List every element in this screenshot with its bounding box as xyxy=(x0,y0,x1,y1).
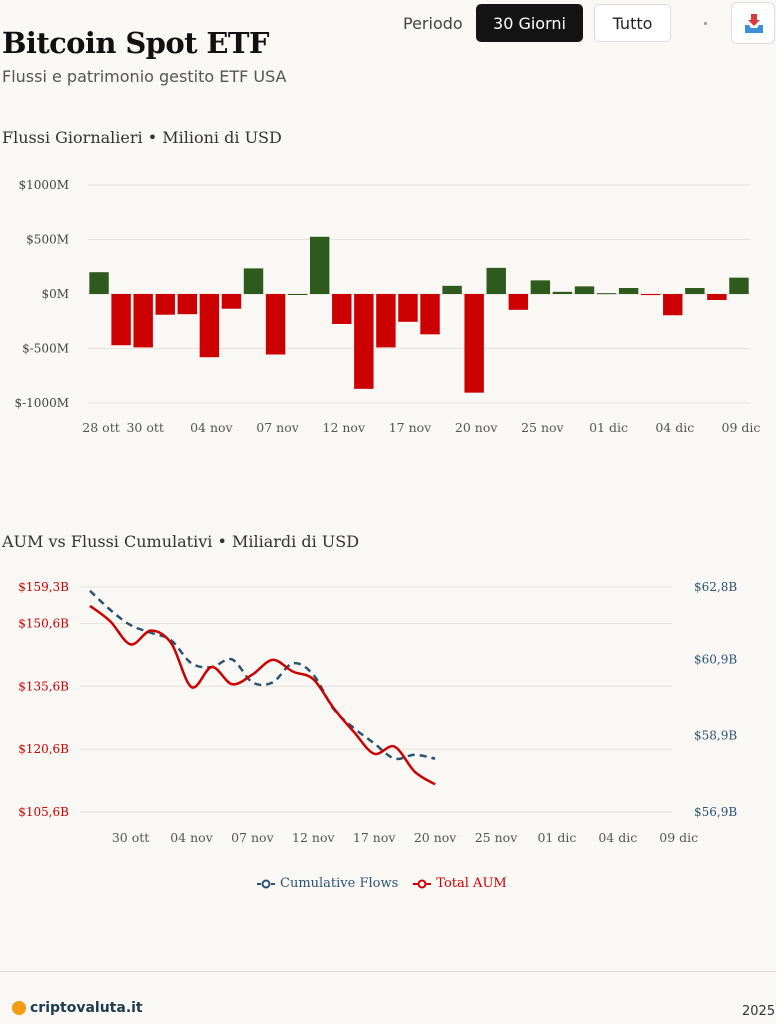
flow-bar xyxy=(265,294,286,355)
bar-ytick-label: $-500M xyxy=(22,342,69,356)
bar-ytick-label: $-1000M xyxy=(14,396,69,410)
flow-bar xyxy=(442,285,462,294)
flow-bar xyxy=(729,277,749,294)
footer-year: 2025 xyxy=(742,1004,776,1019)
line-xtick-label: 09 dic xyxy=(659,830,698,845)
bar-xtick-label: 07 nov xyxy=(256,420,299,435)
line-xtick-label: 01 dic xyxy=(537,830,576,845)
download-button[interactable] xyxy=(731,2,775,44)
legend-aum-label: Total AUM xyxy=(436,876,507,891)
period-30-days-button[interactable]: 30 Giorni xyxy=(476,4,583,42)
bar-xtick-label: 04 dic xyxy=(655,420,694,435)
bar-xtick-label: 09 dic xyxy=(722,420,761,435)
bar-xtick-label: 25 nov xyxy=(521,420,564,435)
left-ytick-label: $120,6B xyxy=(18,742,69,756)
line-xtick-label: 07 nov xyxy=(231,830,274,845)
flow-bar xyxy=(398,294,418,322)
flow-bar xyxy=(574,286,595,294)
brand-name: criptovaluta.it xyxy=(30,1000,143,1016)
aum-flows-title: AUM vs Flussi Cumulativi • Miliardi di U… xyxy=(2,532,360,551)
line-xtick-label: 30 ott xyxy=(112,830,149,845)
flow-bar xyxy=(111,294,131,346)
flow-bar xyxy=(221,294,242,309)
flow-bar xyxy=(486,267,506,294)
flow-bar xyxy=(640,294,661,296)
bar-ytick-label: $1000M xyxy=(19,178,69,192)
flow-bar xyxy=(530,280,551,294)
flow-bar xyxy=(354,294,374,389)
flow-bar xyxy=(685,288,705,294)
page-subtitle: Flussi e patrimonio gestito ETF USA xyxy=(2,67,287,86)
flow-bar xyxy=(596,293,617,295)
bar-ytick-label: $500M xyxy=(26,233,69,247)
line-xtick-label: 20 nov xyxy=(414,830,457,845)
flow-bar xyxy=(420,294,440,335)
flow-bar xyxy=(618,288,639,294)
period-label: Periodo xyxy=(403,14,463,33)
right-ytick-label: $62,8B xyxy=(694,580,737,594)
separator-dot xyxy=(704,22,707,25)
flow-bar xyxy=(332,294,352,324)
flow-bar xyxy=(287,294,308,295)
total-aum-line xyxy=(89,604,436,786)
right-ytick-label: $60,9B xyxy=(694,652,737,666)
left-ytick-label: $105,6B xyxy=(18,805,69,819)
flow-bar xyxy=(508,294,529,310)
flow-bar xyxy=(464,294,484,393)
line-xtick-label: 12 nov xyxy=(292,830,335,845)
left-ytick-label: $150,6B xyxy=(18,616,69,630)
line-xtick-label: 04 nov xyxy=(170,830,213,845)
download-tray-icon xyxy=(745,14,763,33)
bar-ytick-label: $0M xyxy=(41,287,69,301)
flow-bar xyxy=(663,294,683,316)
line-xtick-label: 25 nov xyxy=(475,830,518,845)
brand[interactable]: criptovaluta.it xyxy=(12,1000,143,1016)
left-ytick-label: $159,3B xyxy=(18,580,69,594)
bar-xtick-label: 04 nov xyxy=(190,420,233,435)
daily-flows-title: Flussi Giornalieri • Milioni di USD xyxy=(2,128,282,147)
bar-xtick-label: 30 ott xyxy=(126,420,163,435)
footer-divider xyxy=(0,971,776,972)
cumulative-flows-line xyxy=(89,589,436,761)
period-all-button[interactable]: Tutto xyxy=(594,4,671,42)
right-ytick-label: $56,9B xyxy=(694,805,737,819)
flow-bar xyxy=(133,294,153,348)
flow-bar xyxy=(89,272,109,294)
daily-flows-chart: $1000M $500M $0M $-500M $-1000M 28 ott 30 ott 0… xyxy=(14,178,761,435)
right-ytick-label: $58,9B xyxy=(694,729,737,743)
bar-xtick-label: 01 dic xyxy=(589,420,628,435)
left-ytick-label: $135,6B xyxy=(18,679,69,693)
bar-xtick-label: 12 nov xyxy=(323,420,366,435)
legend-cumulative-label: Cumulative Flows xyxy=(280,876,399,891)
legend-aum-marker xyxy=(413,879,432,888)
page-title: Bitcoin Spot ETF xyxy=(2,26,269,60)
flow-bar xyxy=(376,294,396,348)
flow-bar xyxy=(552,291,573,294)
aum-flows-chart: $159,3B $150,6B $135,6B $120,6B $105,6B $62,8… xyxy=(18,580,737,845)
line-xtick-label: 17 nov xyxy=(353,830,396,845)
chart-legend: Cumulative Flows Total AUM xyxy=(256,876,507,891)
bar-xtick-label: 28 ott xyxy=(82,420,119,435)
line-xtick-label: 04 dic xyxy=(598,830,637,845)
flow-bar xyxy=(155,294,175,315)
legend-cumulative-marker xyxy=(257,879,275,888)
flow-bar xyxy=(199,294,220,358)
flow-bar xyxy=(243,268,264,294)
brand-logo-icon xyxy=(12,1001,26,1015)
legend-item-aum[interactable]: Total AUM xyxy=(412,876,507,891)
bar-xtick-label: 20 nov xyxy=(455,420,498,435)
bar-xtick-label: 17 nov xyxy=(389,420,432,435)
legend-item-cumulative[interactable]: Cumulative Flows xyxy=(256,876,398,891)
flow-bar xyxy=(177,294,198,315)
flow-bar xyxy=(309,236,330,294)
flow-bar xyxy=(707,294,727,300)
